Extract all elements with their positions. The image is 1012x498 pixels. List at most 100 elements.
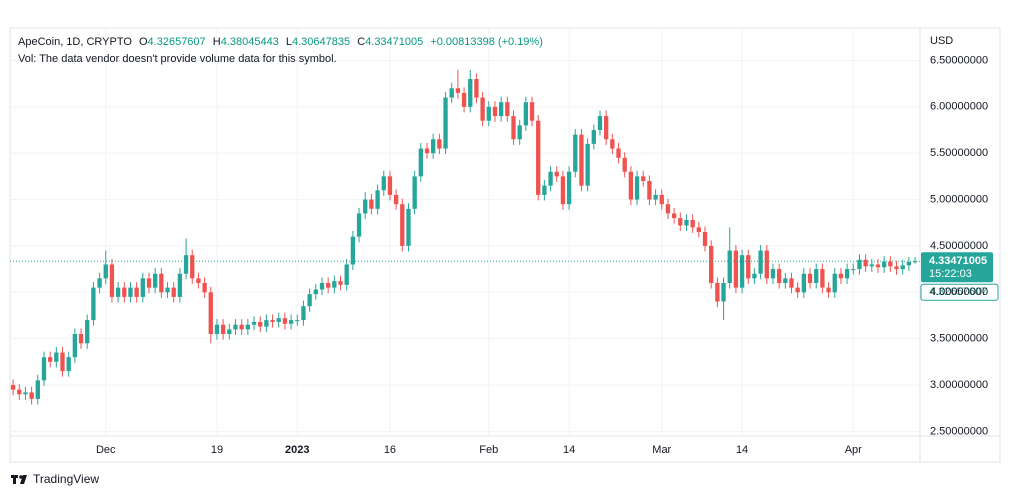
candle-body [461, 92, 467, 107]
candle-body [17, 389, 22, 395]
candle-body [628, 171, 634, 200]
candle-body [332, 281, 337, 288]
x-tick-label: Apr [845, 444, 862, 456]
last-price-box [921, 252, 993, 283]
brand-name: TradingView [33, 472, 99, 486]
candle-body [746, 255, 751, 279]
candle-body [431, 139, 436, 154]
candle-body [276, 318, 281, 322]
candle-body [140, 278, 145, 297]
candle-body [486, 106, 491, 121]
candle-body [214, 324, 220, 334]
candle-body [906, 261, 912, 266]
open-price-box [920, 283, 999, 301]
candle-body [560, 176, 566, 205]
candle-body [344, 264, 349, 285]
candle-body [838, 273, 844, 279]
close-key: C [357, 36, 365, 48]
candle-body [634, 176, 640, 200]
candle-body [134, 287, 139, 297]
candle-body [715, 283, 720, 302]
candle-body [393, 194, 399, 205]
candle-body [159, 273, 164, 293]
candle-body [900, 265, 905, 270]
candle-body [128, 287, 133, 297]
candle-body [869, 264, 874, 267]
candle-body [122, 287, 127, 297]
candle-body [566, 171, 572, 205]
candle-body [251, 321, 257, 325]
candle-body [227, 329, 232, 334]
symbol: ApeCoin, 1D, CRYPTO [18, 36, 132, 48]
open-key: O [139, 36, 148, 48]
candle-body [523, 102, 529, 126]
candle-body [690, 219, 695, 228]
low-key: L [286, 36, 292, 48]
candle-body [727, 250, 732, 283]
candle-body [60, 352, 65, 372]
candle-body [678, 218, 683, 226]
candle-body [369, 199, 374, 209]
candle-body [41, 357, 47, 381]
y-tick-label: 4.50000000 [930, 240, 988, 252]
candle-body [363, 199, 368, 214]
candle-body [721, 283, 726, 302]
candle-body [912, 261, 918, 263]
high-key: H [213, 36, 221, 48]
candle-body [585, 143, 590, 186]
open-price-label: 4.32657607 [929, 286, 987, 298]
candle-body [671, 213, 677, 219]
y-tick-label: 6.50000000 [930, 54, 988, 66]
candle-body [78, 334, 84, 344]
candle-body [548, 171, 553, 186]
candle-body [109, 264, 115, 297]
candle-body [758, 250, 763, 274]
candle-body [424, 148, 430, 154]
candle-body [752, 273, 757, 279]
change: +0.00813398 (+0.19%) [430, 36, 543, 48]
candle-body [709, 245, 714, 283]
candle-body [313, 289, 318, 295]
candle-body [554, 171, 559, 177]
candle-body [72, 334, 78, 358]
currency: USD [930, 35, 953, 47]
candle-body [783, 278, 788, 283]
candle-body [165, 287, 170, 293]
x-tick-label: 14 [563, 444, 575, 456]
candle-body [733, 250, 739, 288]
candle-body [875, 264, 881, 268]
candle-body [115, 287, 121, 297]
last-price-label: 4.33471005 [929, 255, 987, 267]
candle-body [814, 269, 819, 283]
candle-body [659, 194, 664, 205]
candle-body [381, 176, 386, 191]
countdown: 15:22:03 [929, 268, 972, 280]
candle-body [245, 324, 251, 330]
candle-body [301, 306, 306, 321]
candle-body [54, 352, 59, 362]
candle-body [66, 357, 71, 372]
candle-body [288, 320, 294, 324]
x-tick-label: Feb [479, 444, 498, 456]
candle-body [882, 261, 887, 268]
logo-dot [19, 475, 23, 479]
candle-body [511, 116, 516, 140]
candle-body [832, 273, 837, 293]
candle-body [641, 176, 646, 181]
candle-body [196, 278, 201, 283]
y-tick-label: 6.00000000 [930, 101, 988, 113]
chart-frame [9, 27, 1001, 463]
x-tick-label: 14 [736, 444, 748, 456]
candle-body [412, 176, 417, 209]
candle-body [498, 102, 504, 117]
x-tick-label: Mar [652, 444, 671, 456]
candle-body [10, 385, 16, 390]
candle-body [85, 320, 90, 344]
candle-body [233, 324, 238, 330]
open-value: 4.32657607 [148, 36, 206, 48]
candle-body [770, 269, 776, 279]
candle-body [47, 357, 53, 362]
candle-body [350, 236, 356, 265]
